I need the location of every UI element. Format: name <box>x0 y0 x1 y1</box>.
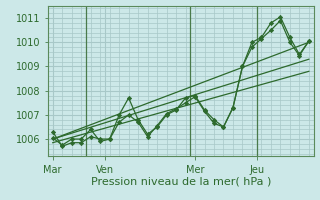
X-axis label: Pression niveau de la mer( hPa ): Pression niveau de la mer( hPa ) <box>91 176 271 186</box>
